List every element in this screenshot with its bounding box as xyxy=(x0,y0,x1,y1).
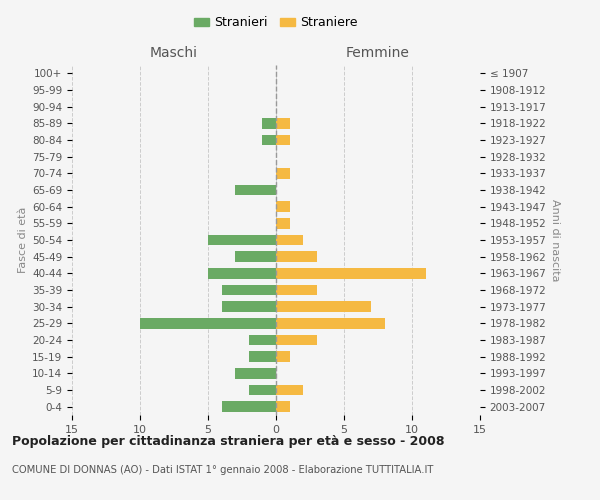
Text: Maschi: Maschi xyxy=(150,46,198,60)
Bar xyxy=(235,251,276,262)
Bar xyxy=(208,268,276,279)
Bar xyxy=(276,201,290,212)
Bar xyxy=(221,284,276,296)
Bar xyxy=(276,168,290,179)
Bar xyxy=(276,334,317,345)
Bar xyxy=(276,284,317,296)
Bar xyxy=(276,318,385,329)
Text: Femmine: Femmine xyxy=(346,46,410,60)
Bar xyxy=(276,118,290,128)
Text: COMUNE DI DONNAS (AO) - Dati ISTAT 1° gennaio 2008 - Elaborazione TUTTITALIA.IT: COMUNE DI DONNAS (AO) - Dati ISTAT 1° ge… xyxy=(12,465,433,475)
Bar xyxy=(276,251,317,262)
Bar xyxy=(249,334,276,345)
Y-axis label: Fasce di età: Fasce di età xyxy=(18,207,28,273)
Bar xyxy=(208,234,276,246)
Legend: Stranieri, Straniere: Stranieri, Straniere xyxy=(189,11,363,34)
Bar xyxy=(276,134,290,145)
Bar xyxy=(276,384,303,396)
Bar xyxy=(276,234,303,246)
Bar xyxy=(276,351,290,362)
Bar xyxy=(276,301,371,312)
Text: Popolazione per cittadinanza straniera per età e sesso - 2008: Popolazione per cittadinanza straniera p… xyxy=(12,435,445,448)
Bar xyxy=(276,401,290,412)
Bar xyxy=(235,368,276,379)
Bar xyxy=(276,268,425,279)
Bar xyxy=(262,134,276,145)
Bar xyxy=(221,301,276,312)
Bar xyxy=(262,118,276,128)
Bar xyxy=(276,218,290,229)
Bar xyxy=(221,401,276,412)
Y-axis label: Anni di nascita: Anni di nascita xyxy=(550,198,560,281)
Bar xyxy=(140,318,276,329)
Bar xyxy=(249,384,276,396)
Bar xyxy=(235,184,276,196)
Bar xyxy=(249,351,276,362)
